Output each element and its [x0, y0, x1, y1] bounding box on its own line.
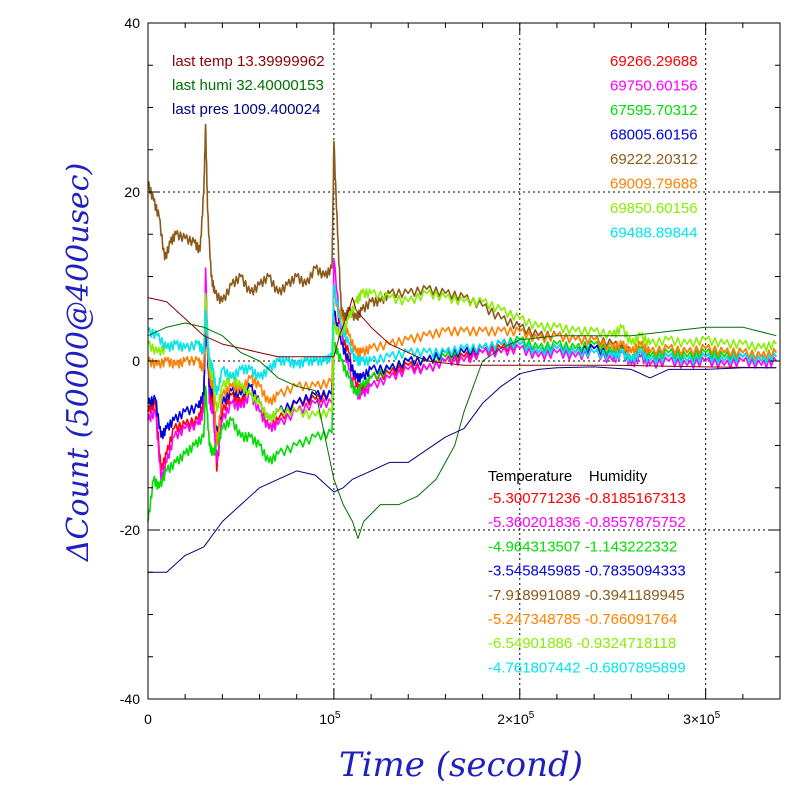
x-tick-label: 0	[144, 711, 152, 727]
env-annotation: last temp 13.39999962	[172, 53, 325, 70]
series-value-label: 67595.70312	[610, 102, 698, 119]
x-axis-label: Time (second)	[339, 745, 583, 785]
x-tick-label: 105	[319, 710, 341, 727]
series-value-label: 69222.20312	[610, 151, 698, 168]
y-axis-label: ΔCount (50000@400usec)	[61, 163, 96, 562]
series-value-label: 69850.60156	[610, 200, 698, 217]
series-coefficient-label: -3.545845985 -0.7835094333	[488, 563, 686, 580]
y-tick-label: -20	[120, 522, 140, 538]
series-value-label: 69266.29688	[610, 53, 698, 70]
series-value-labels: 69266.29688 69750.60156 67595.70312 68005.6…	[610, 53, 698, 242]
env-annotation: last pres 1009.400024	[172, 101, 320, 118]
environment-annotations: last temp 13.39999962 last humi 32.400001…	[172, 53, 325, 118]
series-coefficient-label: -6.54901886 -0.9324718118	[488, 635, 676, 652]
env-annotation: last humi 32.40000153	[172, 77, 324, 94]
series-line-1	[147, 284, 777, 472]
series-value-label: 68005.60156	[610, 127, 698, 144]
series-line-11	[148, 366, 777, 573]
series-line-6	[147, 292, 777, 447]
y-tick-label: 0	[132, 353, 140, 369]
series-line-7	[147, 288, 777, 423]
x-tick-label: 2×105	[497, 710, 535, 727]
series-line-5	[147, 123, 777, 361]
y-tick-label: 20	[124, 184, 140, 200]
series-coefficient-label: -7.918991089 -0.3941189945	[488, 587, 685, 604]
series-line-8	[147, 284, 777, 396]
series-value-label: 69488.89844	[610, 225, 698, 242]
series-coefficient-label: -4.761807442 -0.6807895899	[488, 659, 686, 676]
tick-labels: -40 -20 0 20 40 0 105 2×105 3×105	[120, 15, 721, 727]
series-line-3	[147, 335, 777, 522]
series-coefficient-label: -5.300771236 -0.8185167313	[488, 490, 686, 507]
series-value-label: 69009.79688	[610, 176, 698, 193]
series-coefficient-label: -5.360201836 -0.8557875752	[488, 514, 686, 531]
y-tick-label: -40	[120, 691, 140, 707]
coefficient-header: Temperature Humidity	[488, 468, 648, 485]
axes	[147, 22, 781, 700]
series-value-label: 69750.60156	[610, 78, 698, 95]
series-lines	[147, 123, 777, 573]
series-coefficient-label: -5.247348785 -0.766091764	[488, 611, 677, 628]
series-line-9	[147, 297, 777, 369]
series-line-10	[147, 322, 777, 539]
series-coefficient-label: -4.964313507 -1.143222332	[488, 538, 677, 555]
coefficient-labels: -5.300771236 -0.8185167313 -5.360201836 -…	[488, 490, 686, 676]
x-tick-label: 3×105	[683, 710, 721, 727]
y-tick-label: 40	[124, 15, 140, 31]
